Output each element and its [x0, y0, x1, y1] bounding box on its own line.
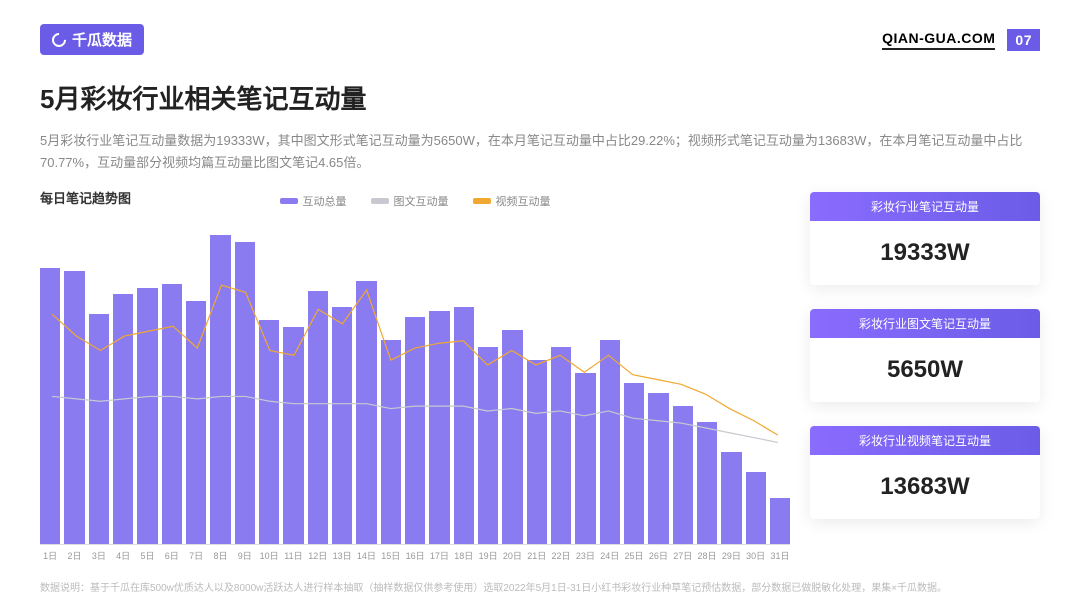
- page-title: 5月彩妆行业相关笔记互动量: [40, 79, 1040, 116]
- logo-text: 千瓜数据: [72, 29, 132, 50]
- bar: [746, 472, 766, 544]
- x-label: 1日: [40, 549, 60, 562]
- stat-card-value: 5650W: [810, 338, 1040, 402]
- bar: [40, 268, 60, 544]
- x-label: 10日: [259, 549, 279, 562]
- x-label: 31日: [770, 549, 790, 562]
- bar: [454, 307, 474, 544]
- bar: [697, 422, 717, 544]
- x-label: 29日: [721, 549, 741, 562]
- x-label: 26日: [648, 549, 668, 562]
- x-label: 19日: [478, 549, 498, 562]
- bar: [381, 340, 401, 544]
- x-axis: 1日 2日 3日 4日 5日 6日 7日 8日 9日 10日 11日 12日 13日 14日 15日 16日 1…: [40, 549, 790, 562]
- footnote: 数据说明：基于千瓜在库500w优质达人以及8000w活跃达人进行样本抽取（抽样数…: [40, 579, 1040, 594]
- page-number: 07: [1007, 29, 1040, 51]
- bar: [600, 340, 620, 544]
- x-label: 13日: [332, 549, 352, 562]
- x-label: 9日: [235, 549, 255, 562]
- x-label: 4日: [113, 549, 133, 562]
- bar: [405, 317, 425, 544]
- description: 5月彩妆行业笔记互动量数据为19333W，其中图文形式笔记互动量为5650W，在…: [40, 130, 1040, 174]
- legend-swatch-image: [371, 198, 389, 204]
- bar: [356, 281, 376, 544]
- bar: [502, 330, 522, 544]
- x-label: 11日: [283, 549, 303, 562]
- x-label: 21日: [527, 549, 547, 562]
- legend-swatch-total: [280, 198, 298, 204]
- x-label: 8日: [210, 549, 230, 562]
- bar: [429, 311, 449, 545]
- chart-legend: 互动总量 图文互动量 视频互动量: [40, 193, 790, 209]
- bar: [283, 327, 303, 544]
- stat-card-value: 19333W: [810, 221, 1040, 285]
- bar: [575, 373, 595, 544]
- bar: [721, 452, 741, 544]
- x-label: 17日: [429, 549, 449, 562]
- site-url: QIAN-GUA.COM: [882, 30, 995, 50]
- x-label: 2日: [64, 549, 84, 562]
- brand-logo: 千瓜数据: [40, 24, 144, 55]
- bar: [89, 314, 109, 544]
- bar: [162, 284, 182, 544]
- x-label: 24日: [600, 549, 620, 562]
- bar: [64, 271, 84, 544]
- stat-card-label: 彩妆行业视频笔记互动量: [810, 426, 1040, 455]
- bar: [186, 301, 206, 544]
- x-label: 27日: [673, 549, 693, 562]
- bar: [478, 347, 498, 544]
- x-label: 23日: [575, 549, 595, 562]
- x-label: 5日: [137, 549, 157, 562]
- bar: [673, 406, 693, 544]
- stat-card-label: 彩妆行业笔记互动量: [810, 192, 1040, 221]
- bar: [113, 294, 133, 544]
- chart-area: 每日笔记趋势图 互动总量 图文互动量 视频互动量 1日2日3日4日5日6日7日8…: [40, 188, 790, 562]
- x-label: 25日: [624, 549, 644, 562]
- x-label: 3日: [89, 549, 109, 562]
- x-label: 14日: [356, 549, 376, 562]
- stat-card-label: 彩妆行业图文笔记互动量: [810, 309, 1040, 338]
- bar: [332, 307, 352, 544]
- x-label: 28日: [697, 549, 717, 562]
- x-label: 30日: [746, 549, 766, 562]
- bar: [624, 383, 644, 544]
- bar: [235, 242, 255, 545]
- legend-label-video: 视频互动量: [496, 193, 551, 209]
- x-label: 18日: [454, 549, 474, 562]
- legend-swatch-video: [473, 198, 491, 204]
- x-label: 15日: [381, 549, 401, 562]
- x-label: 6日: [162, 549, 182, 562]
- x-label: 16日: [405, 549, 425, 562]
- bar: [770, 498, 790, 544]
- bar: [210, 235, 230, 544]
- chart: [40, 215, 790, 545]
- logo-icon: [49, 30, 69, 50]
- x-label: 20日: [502, 549, 522, 562]
- stat-card: 彩妆行业图文笔记互动量5650W: [810, 309, 1040, 402]
- legend-label-image: 图文互动量: [394, 193, 449, 209]
- x-label: 7日: [186, 549, 206, 562]
- bar: [137, 288, 157, 545]
- bar: [527, 360, 547, 544]
- x-label: 22日: [551, 549, 571, 562]
- stat-card: 彩妆行业笔记互动量19333W: [810, 192, 1040, 285]
- stat-card: 彩妆行业视频笔记互动量13683W: [810, 426, 1040, 519]
- bar: [259, 320, 279, 544]
- legend-label-total: 互动总量: [303, 193, 347, 209]
- x-label: 12日: [308, 549, 328, 562]
- stat-cards: 彩妆行业笔记互动量19333W 彩妆行业图文笔记互动量5650W 彩妆行业视频笔记互…: [810, 188, 1040, 562]
- stat-card-value: 13683W: [810, 455, 1040, 519]
- bar: [308, 291, 328, 544]
- bar: [551, 347, 571, 544]
- bar: [648, 393, 668, 544]
